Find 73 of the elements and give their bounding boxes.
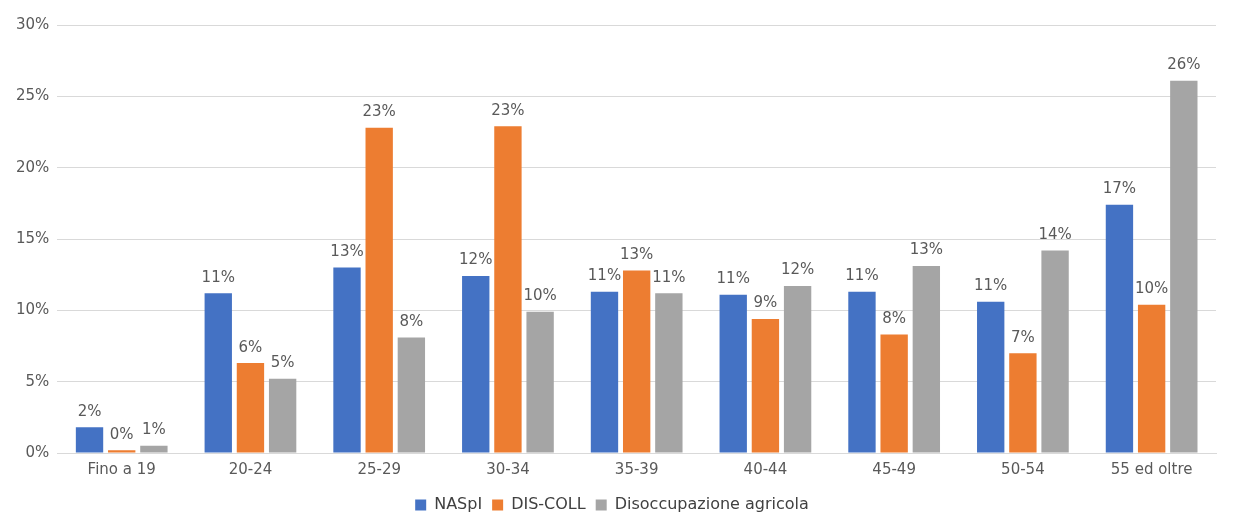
- data-label: 7%: [1010, 327, 1035, 346]
- bar: [1009, 353, 1037, 453]
- bar: [1041, 250, 1069, 453]
- y-tick-label: 25%: [16, 86, 50, 105]
- y-tick-label: 0%: [25, 442, 50, 461]
- data-label: 14%: [1038, 224, 1072, 243]
- bar: [977, 301, 1005, 453]
- data-label: 8%: [399, 311, 424, 330]
- bar: [751, 318, 780, 453]
- bar: [622, 270, 651, 453]
- bar: [397, 337, 426, 453]
- data-label: 13%: [620, 244, 654, 263]
- data-label: 1%: [142, 420, 166, 439]
- data-label: 13%: [909, 240, 944, 259]
- data-label: 11%: [652, 267, 686, 286]
- data-label: 10%: [1134, 279, 1169, 298]
- y-tick-label: 20%: [16, 157, 50, 176]
- y-tick-label: 15%: [16, 228, 50, 247]
- x-tick-label: 30-34: [486, 459, 530, 478]
- x-tick-label: 45-49: [872, 459, 916, 478]
- data-label: 5%: [270, 353, 295, 372]
- x-tick-label: 40-44: [743, 459, 788, 478]
- data-label: 11%: [201, 267, 235, 286]
- x-tick-label: 50-54: [1001, 459, 1045, 478]
- data-label: 23%: [362, 102, 396, 121]
- data-label: 12%: [780, 260, 815, 279]
- bar: [204, 293, 232, 453]
- y-tick-label: 5%: [25, 371, 50, 390]
- bar: [1137, 304, 1166, 453]
- bar: [333, 267, 361, 453]
- data-label: 17%: [1102, 179, 1137, 198]
- bar: [108, 450, 136, 453]
- bar: [462, 276, 490, 453]
- x-tick-label: 20-24: [228, 459, 273, 478]
- data-label: 6%: [238, 337, 263, 356]
- data-label: 23%: [491, 100, 525, 119]
- bar: [526, 311, 554, 453]
- bar: [880, 334, 908, 453]
- y-tick-label: 30%: [16, 14, 50, 33]
- bar: [1105, 204, 1134, 453]
- data-label: 11%: [845, 266, 879, 285]
- legend-label: DIS-COLL: [511, 494, 586, 514]
- bar: [655, 293, 683, 453]
- data-label: 10%: [523, 286, 557, 305]
- bar: [912, 266, 941, 453]
- data-label: 8%: [882, 308, 907, 327]
- x-tick-label: 25-29: [357, 459, 401, 478]
- data-label: 2%: [77, 401, 102, 420]
- bar: [590, 291, 619, 453]
- data-label: 9%: [753, 293, 778, 312]
- legend-label: Disoccupazione agricola: [614, 494, 809, 514]
- bar: [365, 127, 393, 453]
- bar: [783, 286, 812, 453]
- data-label: 26%: [1167, 55, 1201, 74]
- bar: [848, 291, 876, 453]
- x-tick-label: Fino a 19: [87, 459, 156, 478]
- bar: [719, 294, 747, 453]
- legend-label: NASpI: [434, 494, 483, 514]
- bar: [140, 445, 168, 453]
- data-label: 12%: [459, 250, 493, 269]
- bar: [268, 378, 297, 453]
- bar: [1170, 80, 1198, 453]
- data-label: 11%: [587, 266, 622, 285]
- data-label: 11%: [716, 269, 750, 288]
- x-tick-label: 55 ed oltre: [1110, 459, 1193, 478]
- data-label: 11%: [974, 276, 1008, 295]
- bar: [236, 363, 265, 453]
- bar: [75, 427, 104, 453]
- x-tick-label: 35-39: [614, 459, 659, 478]
- bar: [494, 126, 522, 453]
- data-label: 13%: [330, 241, 364, 260]
- y-tick-label: 10%: [16, 300, 50, 319]
- data-label: 0%: [109, 424, 134, 443]
